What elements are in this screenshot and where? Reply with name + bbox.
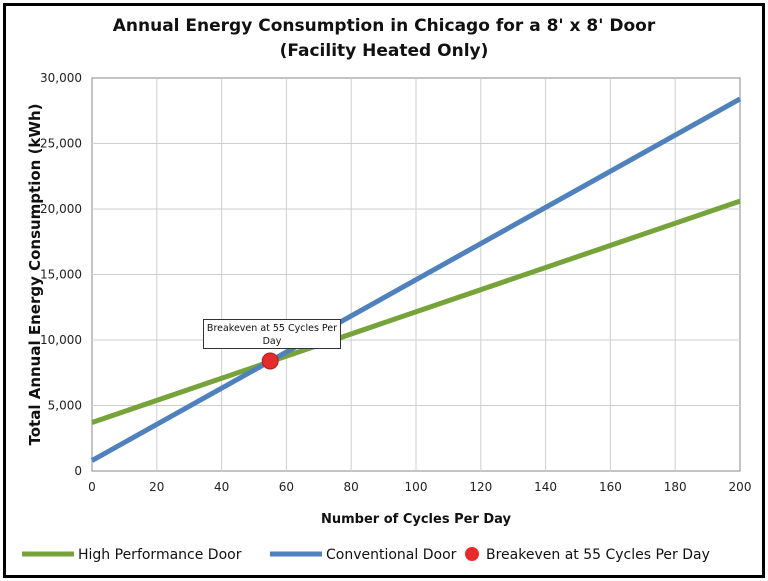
series-line <box>91 198 741 425</box>
x-axis-ticks: 0 20 40 60 80 100 120 140 160 180 200 <box>88 480 751 494</box>
x-tick-label: 0 <box>88 480 96 494</box>
x-tick-label: 180 <box>664 480 687 494</box>
y-tick-label: 15,000 <box>40 268 82 282</box>
y-tick-label: 10,000 <box>40 333 82 347</box>
series-line <box>90 96 742 463</box>
x-axis-label: Number of Cycles Per Day <box>321 512 512 527</box>
y-tick-label: 20,000 <box>40 202 82 216</box>
y-axis-ticks: 0 5,000 10,000 15,000 20,000 25,000 30,000 <box>40 71 82 478</box>
x-tick-label: 140 <box>534 480 557 494</box>
legend-label: High Performance Door <box>78 547 242 563</box>
grid-lines <box>92 78 740 471</box>
data-points <box>261 352 279 370</box>
x-tick-label: 100 <box>405 480 428 494</box>
y-tick-label: 5,000 <box>48 399 82 413</box>
y-axis-label: Total Annual Energy Consumption (kWh) <box>26 104 44 446</box>
x-tick-label: 40 <box>214 480 229 494</box>
series-lines <box>90 96 742 463</box>
breakeven-point <box>261 352 279 370</box>
legend-label: Breakeven at 55 Cycles Per Day <box>486 547 710 563</box>
x-tick-label: 160 <box>599 480 622 494</box>
breakeven-annotation: Breakeven at 55 Cycles Per Day <box>203 319 341 349</box>
legend: High Performance Door Conventional Door Br… <box>22 547 710 563</box>
chart-title: Annual Energy Consumption in Chicago for… <box>0 14 768 64</box>
chart-title-line1: Annual Energy Consumption in Chicago for… <box>112 16 656 36</box>
legend-dot-swatch <box>465 547 479 561</box>
chart-title-line2: (Facility Heated Only) <box>279 41 489 61</box>
y-tick-label: 25,000 <box>40 137 82 151</box>
y-tick-label: 30,000 <box>40 71 82 85</box>
x-tick-label: 120 <box>469 480 492 494</box>
x-tick-label: 80 <box>344 480 359 494</box>
legend-label: Conventional Door <box>326 547 457 563</box>
x-tick-label: 200 <box>729 480 752 494</box>
y-tick-label: 0 <box>74 464 82 478</box>
x-tick-label: 20 <box>149 480 164 494</box>
x-tick-label: 60 <box>279 480 294 494</box>
